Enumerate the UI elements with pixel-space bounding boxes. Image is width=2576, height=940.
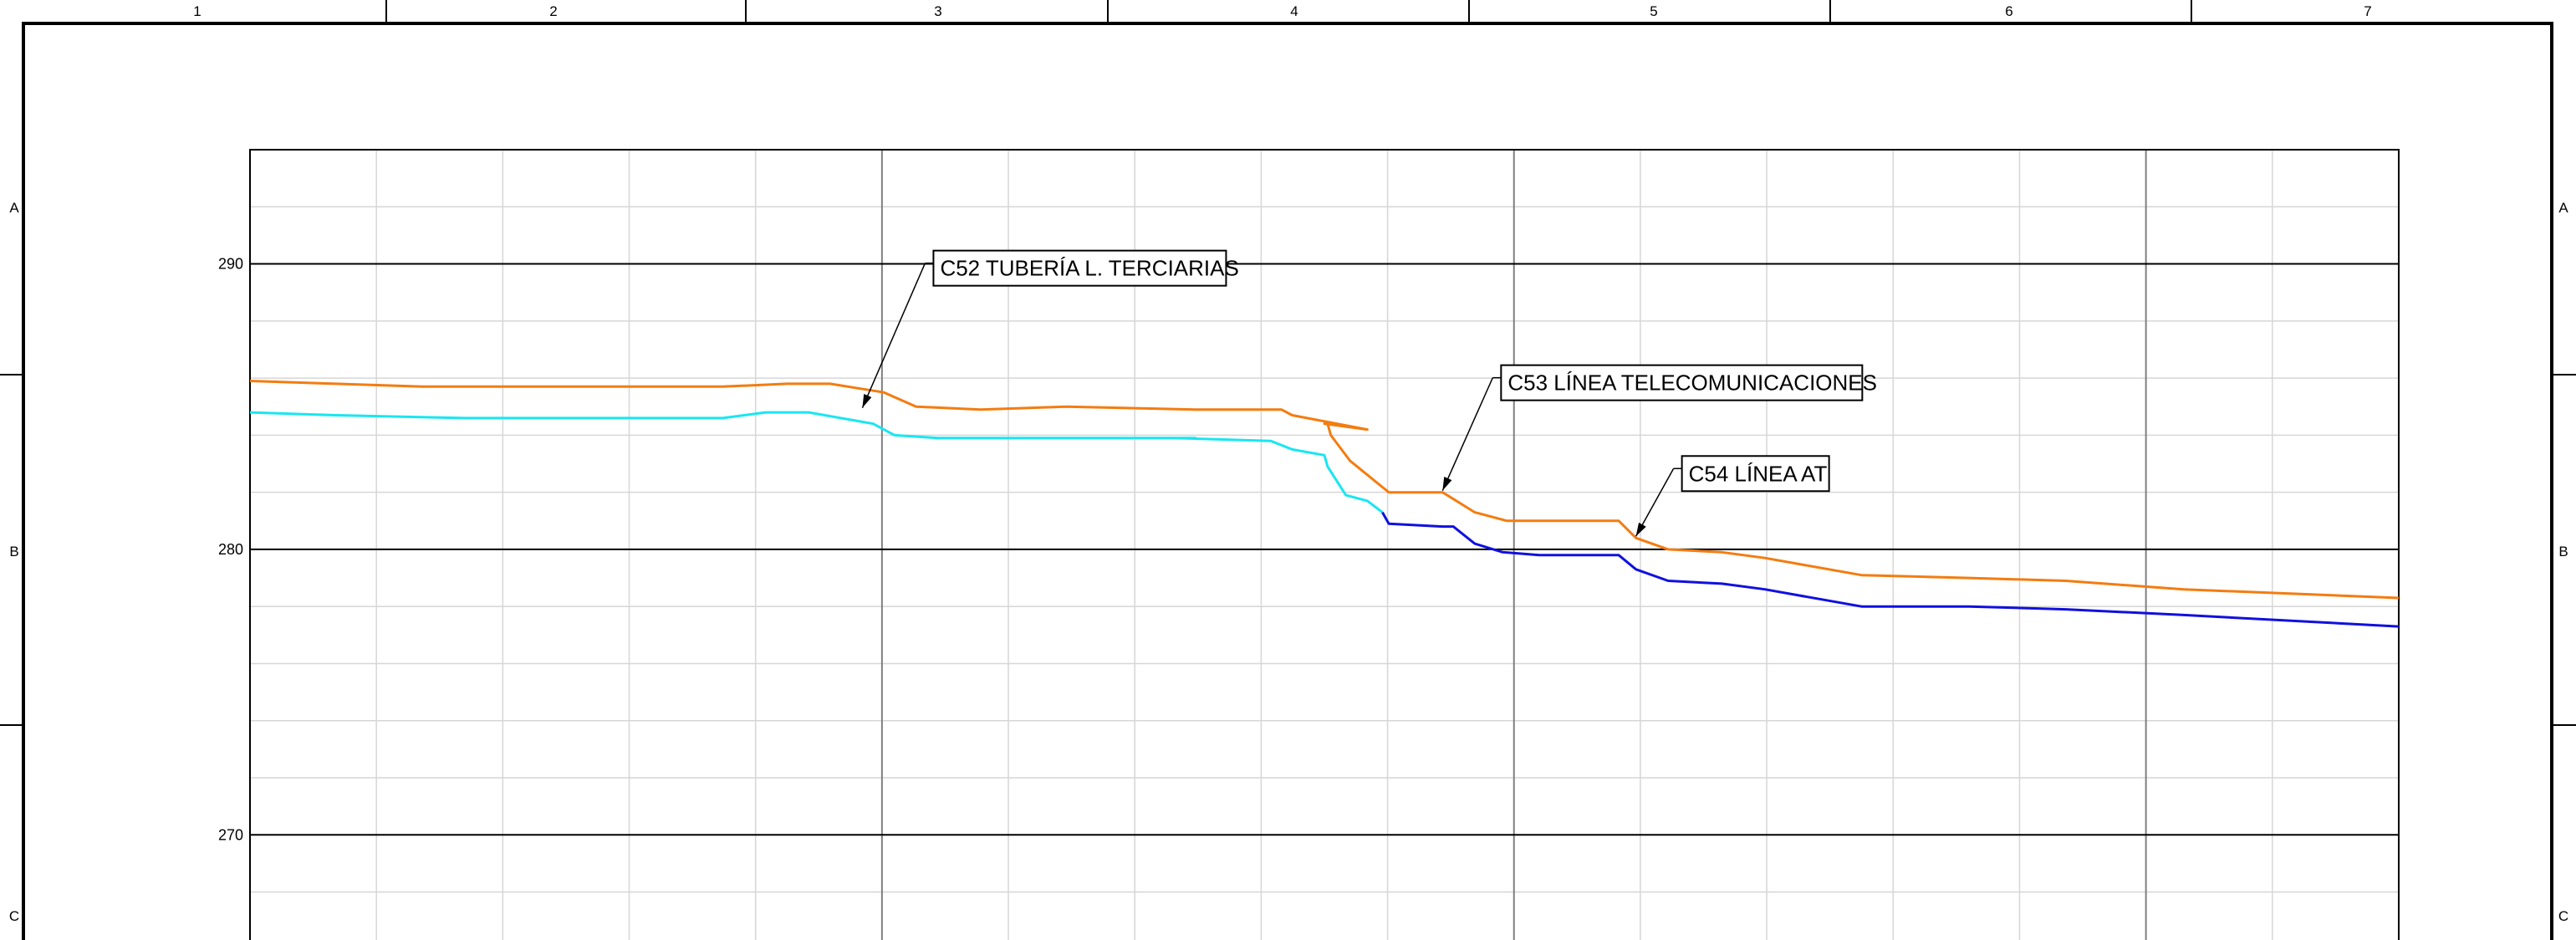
annotation-box [1681, 455, 1830, 493]
column-label: 7 [2364, 3, 2371, 19]
column-label: 5 [1650, 3, 1657, 19]
annotation-arrowhead [1635, 522, 1646, 537]
profile-line-orange [249, 380, 2400, 600]
annotation-text: C53 LÍNEA TELECOMUNICACIONES [1507, 370, 1877, 396]
row-label-right: B [2558, 544, 2568, 559]
annotation-callout: C52 TUBERÍA L. TERCIARIAS [861, 249, 1239, 408]
row-label-right: C [2558, 908, 2568, 924]
annotation-callout: C53 LÍNEA TELECOMUNICACIONES [1441, 364, 1877, 491]
annotation-callout: C54 LÍNEA AT [1635, 455, 1830, 537]
column-label: 3 [934, 3, 941, 19]
column-label: 2 [549, 3, 557, 19]
row-label-right: A [2558, 200, 2568, 216]
annotations: C52 TUBERÍA L. TERCIARIAS C53 LÍNEA TELEC… [861, 249, 1877, 537]
y-tick-labels: 290 280 270 [218, 256, 243, 844]
major-gridlines [250, 150, 2399, 940]
annotation-arrowhead [862, 393, 872, 408]
annotation-text: C54 LÍNEA AT [1689, 461, 1828, 486]
annotation-arrowhead [1442, 477, 1452, 491]
profile-line-cyan [249, 411, 1384, 513]
annotation-box [1500, 364, 1864, 401]
row-label-left: A [9, 200, 19, 216]
annotation-leader [1441, 377, 1494, 491]
plot-frame [249, 149, 2400, 940]
column-ruler: 1 2 3 4 5 6 7 [193, 0, 2372, 23]
sheet-border [22, 22, 2553, 940]
row-label-left: C [9, 908, 19, 924]
y-tick-label: 280 [218, 541, 243, 558]
annotation-box [932, 249, 1227, 287]
column-label: 1 [193, 3, 201, 19]
annotation-text: C52 TUBERÍA L. TERCIARIAS [940, 256, 1238, 281]
y-tick-label: 290 [218, 256, 243, 273]
minor-gridlines [250, 149, 2399, 940]
plot-area: 290 280 270 C52 TUBERÍA L. TERCIARIAS C53 L… [218, 149, 2400, 940]
row-ruler: A A B B C C [0, 200, 2576, 924]
profile-line-blue [1381, 511, 2400, 628]
row-label-left: B [9, 544, 18, 559]
column-label: 6 [2005, 3, 2012, 19]
column-label: 4 [1290, 3, 1298, 19]
annotation-leader [861, 263, 926, 408]
y-tick-label: 270 [218, 826, 243, 843]
profile-lines [249, 380, 2400, 628]
